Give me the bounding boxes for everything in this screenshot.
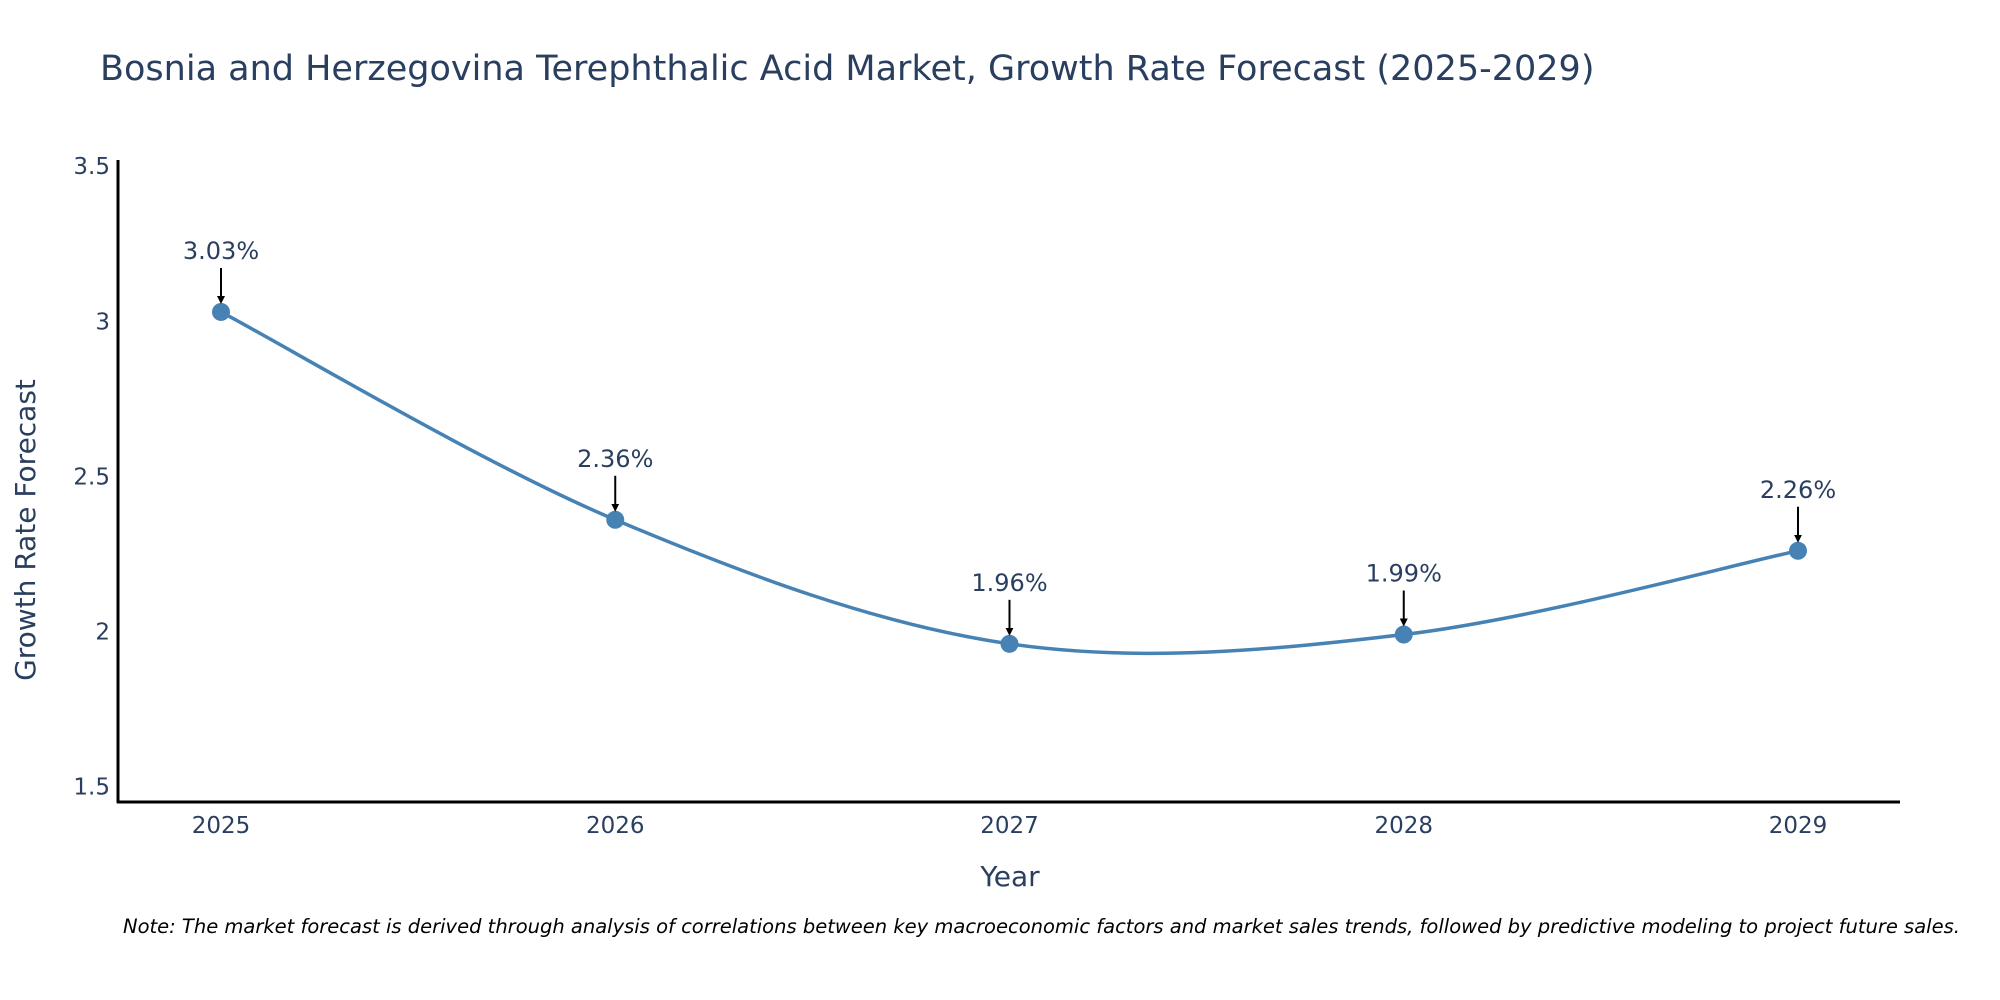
data-annotations: 3.03% 2.36% 1.96% 1.99% 2.26% [183, 237, 1836, 636]
x-tick-label: 2028 [1374, 813, 1433, 839]
x-axis-title: Year [979, 860, 1040, 893]
y-tick-label: 3.5 [73, 154, 110, 180]
footnote: Note: The market forecast is derived thr… [123, 915, 1960, 938]
data-point [606, 510, 625, 529]
y-axis-ticks: 1.5 2 2.5 3 3.5 [73, 154, 110, 800]
x-axis-ticks: 2025 2026 2027 2028 2029 [192, 813, 1828, 839]
data-point [212, 302, 230, 321]
x-tick-label: 2027 [980, 813, 1039, 839]
y-tick-label: 3 [95, 309, 110, 335]
data-label: 2.26% [1760, 476, 1836, 504]
x-tick-label: 2029 [1769, 813, 1828, 839]
data-label: 2.36% [577, 445, 653, 473]
data-points [212, 302, 1807, 653]
y-axis-title: Growth Rate Forecast [9, 379, 42, 681]
data-point [1000, 634, 1019, 653]
data-label: 3.03% [183, 237, 259, 265]
data-label: 1.99% [1366, 560, 1442, 588]
y-tick-label: 2.5 [73, 464, 110, 490]
x-tick-label: 2026 [586, 813, 645, 839]
data-label: 1.96% [971, 569, 1047, 597]
chart-title: Bosnia and Herzegovina Terephthalic Acid… [100, 49, 1594, 89]
y-tick-label: 2 [95, 619, 110, 645]
data-point [1789, 541, 1807, 560]
x-tick-label: 2025 [192, 813, 251, 839]
data-point [1394, 625, 1413, 644]
y-tick-label: 1.5 [73, 774, 110, 800]
